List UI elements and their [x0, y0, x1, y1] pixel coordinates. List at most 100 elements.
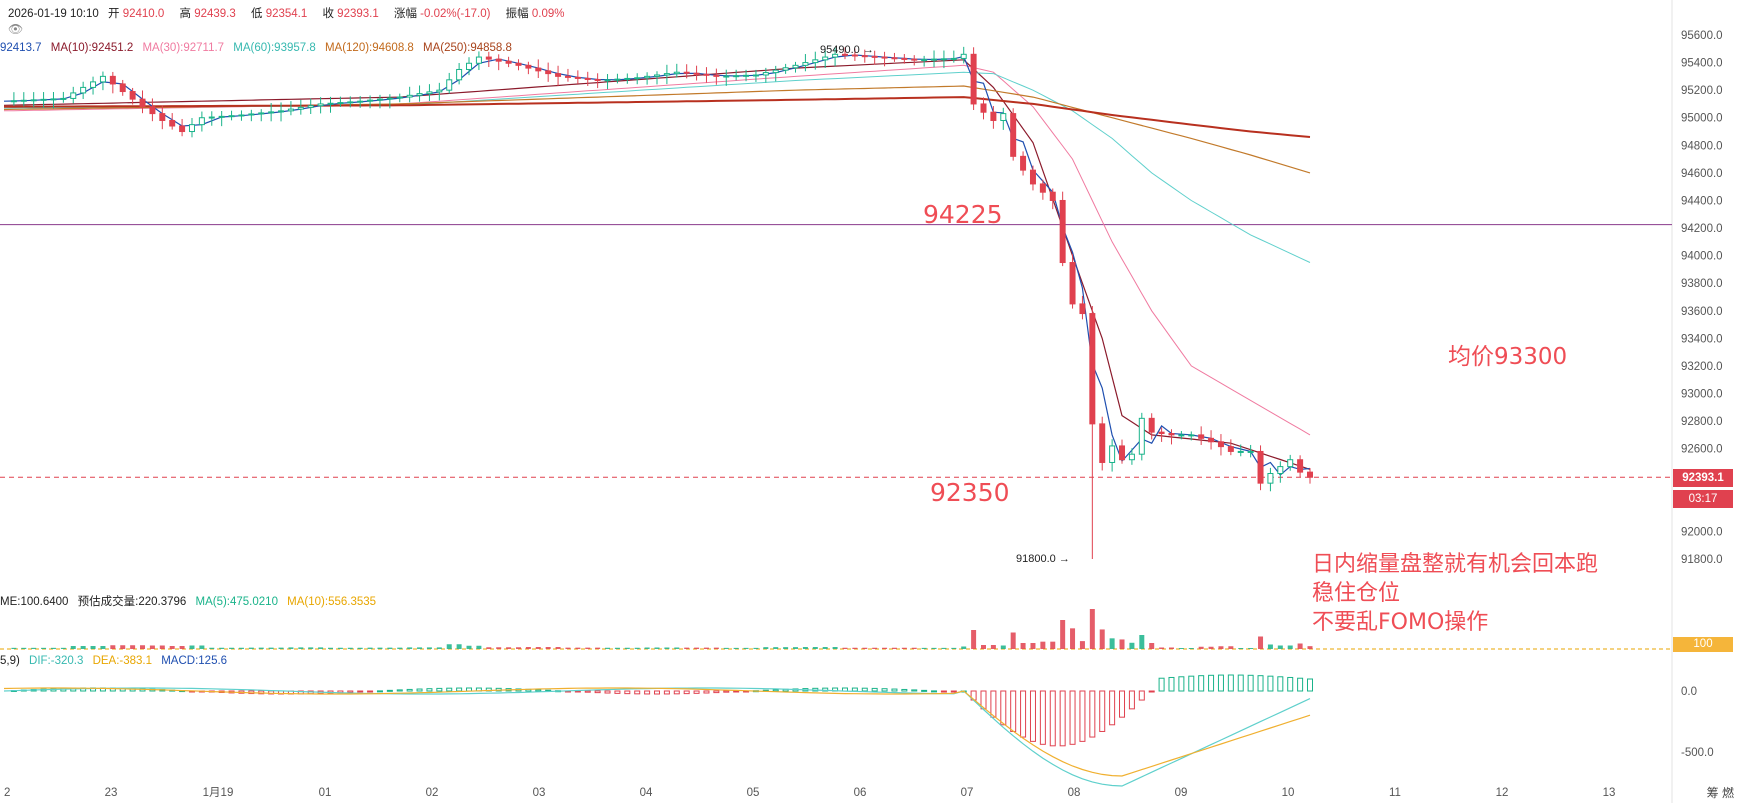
volume-bar	[199, 645, 205, 649]
macd-bar	[1000, 690, 1007, 726]
y-tick-label: 94600.0	[1681, 168, 1723, 180]
x-tick-label: 23	[105, 787, 118, 799]
candle-body	[1138, 417, 1145, 455]
candle-body	[703, 73, 710, 76]
volume-bar	[1089, 609, 1095, 649]
candle-body	[782, 67, 789, 71]
volume-bar	[832, 647, 838, 649]
macd-bar	[1247, 674, 1254, 692]
ma5-value: 92413.7	[0, 42, 42, 54]
volume-bar	[110, 645, 116, 649]
y-tick-label: 93200.0	[1681, 361, 1723, 373]
volume-bar	[971, 630, 977, 649]
candle-body	[70, 92, 77, 99]
volume-bar	[337, 647, 343, 649]
x-tick-label: 01	[319, 787, 332, 799]
bottom-toolbar[interactable]: 筹 燃	[1706, 786, 1734, 800]
candle-body	[80, 86, 87, 94]
eye-icon[interactable]: 👁	[8, 22, 24, 36]
candle-body	[515, 62, 522, 66]
candle-body	[416, 93, 423, 96]
volume-bar	[496, 647, 502, 649]
volume-bar	[90, 646, 96, 649]
candle-body	[921, 58, 928, 61]
macd-bar	[990, 690, 997, 718]
macd-bar	[1307, 678, 1313, 692]
high-marker: 95490.0 →	[820, 44, 874, 56]
volume-ma10: MA(10):556.3535	[287, 596, 377, 608]
candle-body	[238, 114, 245, 117]
candle-body	[258, 112, 265, 115]
candle-body	[1079, 303, 1086, 315]
macd-bar	[416, 688, 423, 692]
candle-body	[574, 76, 581, 79]
volume-bar	[140, 645, 146, 649]
note-line-1: 日内缩量盘整就有机会回本跑	[1312, 552, 1599, 577]
candle-body	[891, 57, 898, 60]
volume-bar	[209, 647, 215, 649]
macd-bar	[1237, 674, 1244, 692]
candle-body	[278, 110, 285, 113]
candle-body	[426, 91, 433, 95]
candle-body	[466, 62, 473, 70]
change-value: -0.02%(-17.0)	[420, 8, 491, 20]
volume-legend: ME:100.6400 预估成交量:220.3796 MA(5):475.021…	[0, 593, 382, 609]
y-tick-label: 93400.0	[1681, 333, 1723, 345]
candle-body	[525, 64, 532, 69]
candle-body	[683, 71, 690, 74]
macd-bar	[851, 687, 858, 692]
volume-bar	[1030, 643, 1036, 649]
volume-bar	[931, 647, 937, 649]
macd-bar	[931, 690, 938, 693]
candle-body	[179, 125, 186, 133]
candle-body	[297, 106, 304, 110]
macd-bar	[1079, 690, 1086, 742]
macd-bar	[1059, 690, 1066, 747]
candle-body	[752, 74, 759, 77]
volume-bar	[1208, 646, 1214, 649]
candle-body	[960, 53, 967, 59]
volume-bar	[1070, 628, 1076, 649]
volume-bar	[605, 647, 611, 649]
candle-body	[149, 106, 156, 115]
ohlc-header: 2026-01-19 10:10 开 92410.0 高 92439.3 低 9…	[0, 5, 576, 21]
candle-body	[139, 98, 146, 108]
macd-bar	[891, 688, 898, 692]
volume-bar	[169, 646, 175, 649]
candle-body	[446, 79, 453, 91]
macd-bar	[713, 690, 720, 694]
candle-body	[822, 56, 829, 61]
macd-bar	[1287, 676, 1294, 692]
macd-bar	[644, 690, 651, 695]
volume-bar	[743, 647, 749, 649]
macd-bar	[1267, 675, 1274, 692]
candle-body	[940, 58, 947, 61]
volume-bar	[793, 647, 799, 649]
dif-value: DIF:-320.3	[29, 655, 84, 667]
y-tick-label: 92800.0	[1681, 416, 1723, 428]
candle-body	[713, 74, 720, 77]
volume-bar	[21, 647, 27, 649]
macd-bar	[376, 690, 383, 693]
volume-bar	[525, 647, 531, 649]
macd-bar	[1297, 677, 1304, 692]
volume-bar	[1000, 645, 1006, 649]
low-marker-value: 91800.0	[1016, 553, 1056, 565]
macd-bar	[386, 689, 393, 692]
candle-body	[792, 64, 799, 69]
y-tick-label: 91800.0	[1681, 554, 1723, 566]
candle-body	[367, 99, 374, 102]
candle-body	[90, 81, 97, 88]
candle-body	[634, 77, 641, 80]
support-label: 92350	[930, 478, 1010, 507]
volume-bar	[1099, 629, 1105, 649]
y-tick-label: 95600.0	[1681, 30, 1723, 42]
high-label: 高	[179, 8, 192, 20]
volume-bar	[456, 644, 462, 649]
candle-body	[604, 79, 611, 82]
macd-bar	[535, 689, 542, 692]
open-value: 92410.0	[122, 8, 165, 20]
volume-bar	[318, 647, 324, 649]
macd-bar	[1089, 690, 1096, 738]
